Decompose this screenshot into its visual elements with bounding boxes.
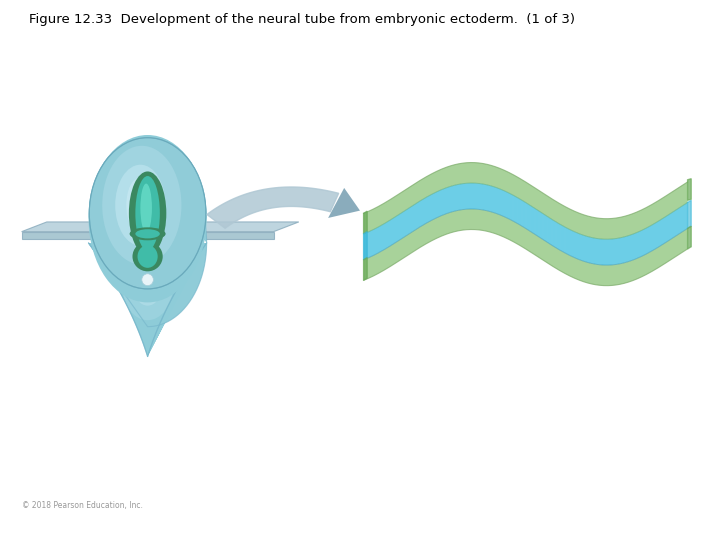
- Polygon shape: [688, 179, 691, 200]
- Polygon shape: [364, 211, 367, 234]
- Ellipse shape: [94, 159, 194, 284]
- Ellipse shape: [89, 135, 207, 302]
- Ellipse shape: [130, 227, 166, 240]
- Polygon shape: [364, 183, 688, 265]
- Polygon shape: [688, 200, 691, 228]
- Ellipse shape: [135, 176, 160, 251]
- Text: Figure 12.33  Development of the neural tube from embryonic ectoderm.  (1 of 3): Figure 12.33 Development of the neural t…: [29, 14, 575, 26]
- Ellipse shape: [122, 252, 173, 320]
- Polygon shape: [688, 226, 691, 249]
- Ellipse shape: [140, 184, 152, 232]
- Ellipse shape: [142, 274, 153, 286]
- Polygon shape: [89, 159, 207, 356]
- Polygon shape: [22, 232, 274, 239]
- Polygon shape: [207, 187, 338, 228]
- Polygon shape: [22, 222, 299, 232]
- Polygon shape: [364, 258, 367, 280]
- Ellipse shape: [110, 180, 178, 263]
- Ellipse shape: [138, 245, 158, 268]
- Ellipse shape: [125, 199, 162, 244]
- Ellipse shape: [115, 165, 166, 246]
- Polygon shape: [328, 188, 360, 218]
- Ellipse shape: [127, 178, 151, 232]
- Polygon shape: [364, 163, 688, 239]
- Ellipse shape: [133, 267, 162, 306]
- Text: © 2018 Pearson Education, Inc.: © 2018 Pearson Education, Inc.: [22, 501, 143, 510]
- Ellipse shape: [129, 172, 166, 255]
- Ellipse shape: [102, 146, 181, 265]
- Ellipse shape: [135, 176, 160, 251]
- Polygon shape: [364, 232, 367, 260]
- Polygon shape: [89, 243, 207, 356]
- Ellipse shape: [135, 229, 160, 238]
- Ellipse shape: [140, 184, 152, 232]
- Ellipse shape: [142, 274, 153, 286]
- Ellipse shape: [129, 172, 166, 255]
- Ellipse shape: [132, 241, 163, 271]
- Ellipse shape: [89, 138, 206, 289]
- Polygon shape: [364, 209, 688, 286]
